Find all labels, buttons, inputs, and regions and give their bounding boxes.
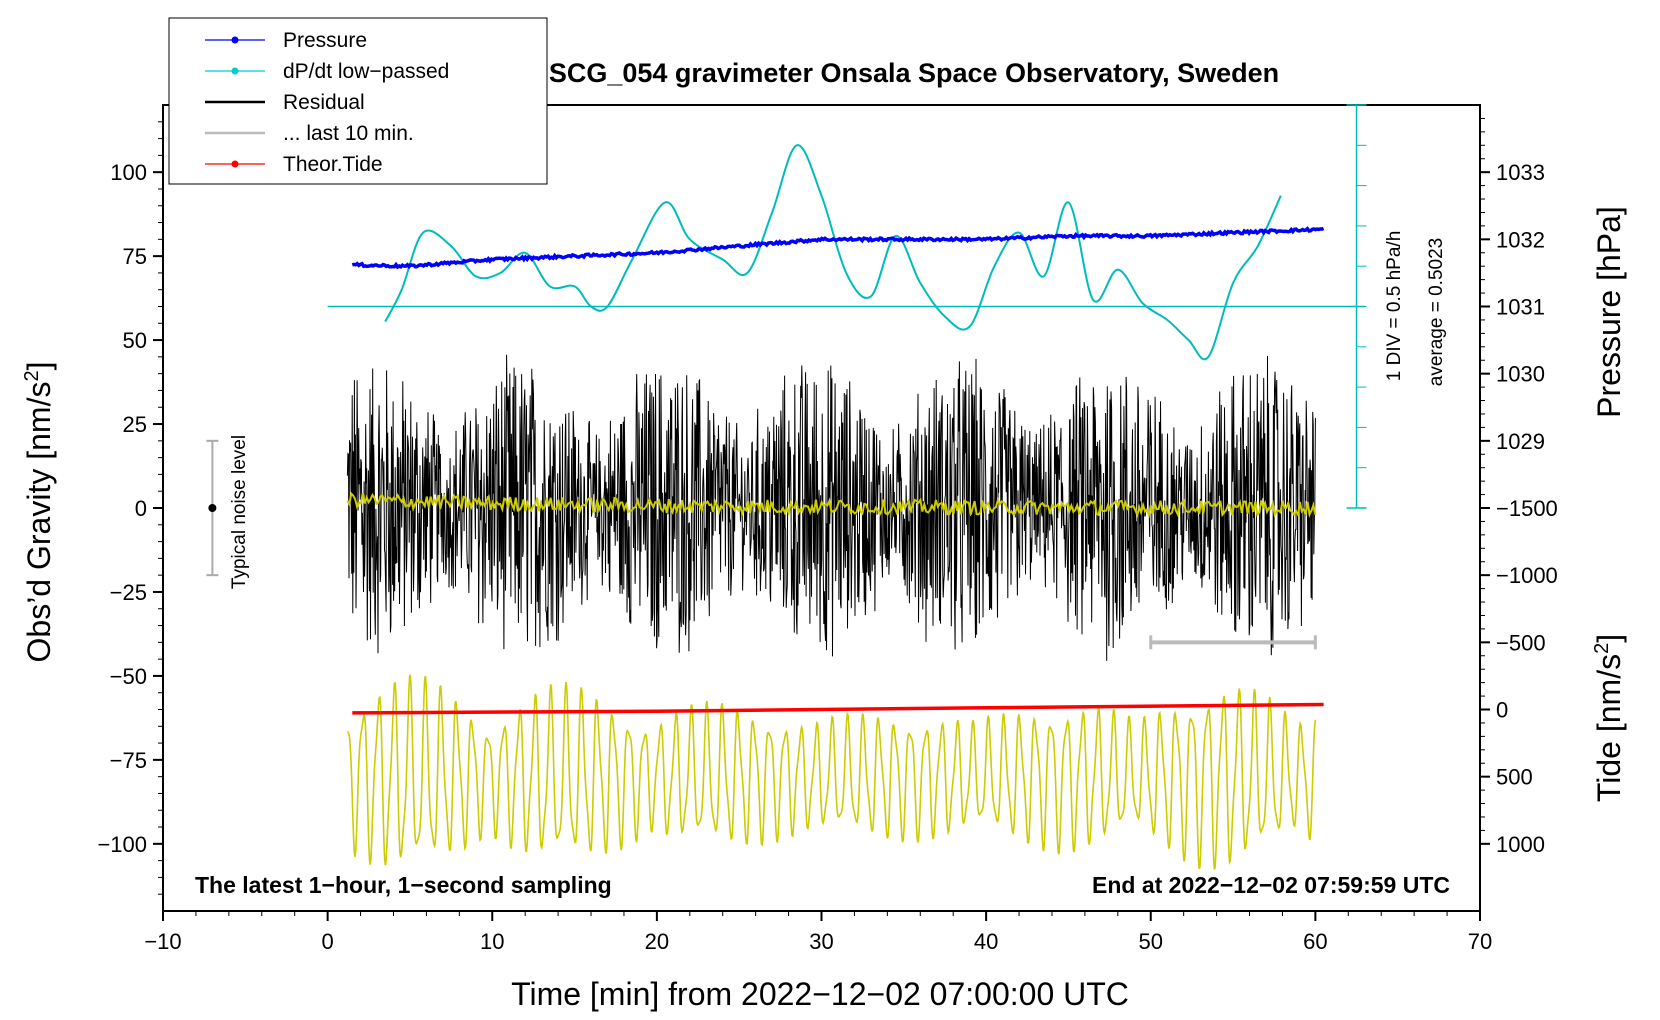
legend-marker xyxy=(231,160,239,168)
x-tick-label: 70 xyxy=(1468,929,1492,954)
theoretical-tide-line xyxy=(352,702,1324,715)
x-tick-label: 40 xyxy=(974,929,998,954)
pressure-line xyxy=(351,226,1325,270)
y-tick-label: 50 xyxy=(123,328,147,353)
y-tick-label: 100 xyxy=(110,160,147,185)
x-tick-label: 20 xyxy=(645,929,669,954)
y-tick-label: 25 xyxy=(123,412,147,437)
legend-marker xyxy=(231,36,239,44)
x-tick-label: 30 xyxy=(809,929,833,954)
legend-label: ... last 10 min. xyxy=(283,122,414,145)
pressure-tick-label: 1033 xyxy=(1496,160,1545,185)
x-axis-title: Time [min] from 2022−12−02 07:00:00 UTC xyxy=(511,976,1129,1012)
note-bottom-left: The latest 1−hour, 1−second sampling xyxy=(195,872,612,898)
x-tick-label: 50 xyxy=(1139,929,1163,954)
y-tick-label: 75 xyxy=(123,244,147,269)
tide-tick-label: 1000 xyxy=(1496,832,1545,857)
x-tick-label: 0 xyxy=(322,929,334,954)
tide-tick-label: 0 xyxy=(1496,698,1508,723)
y-tick-label: −75 xyxy=(110,748,147,773)
x-tick-label: −10 xyxy=(144,929,181,954)
y-axis-title-right-pressure: Pressure [hPa] xyxy=(1591,206,1627,418)
noise-bar-center xyxy=(208,504,217,512)
tide-tick-label: 500 xyxy=(1496,765,1533,790)
residual-smoothed-line xyxy=(346,491,1317,519)
y-tick-label: −100 xyxy=(97,832,147,857)
y-axis-title-right-tide: Tide [nm/s2] xyxy=(1591,634,1627,802)
legend: Pressure dP/dt low−passed Residual ... last… xyxy=(168,17,548,185)
legend-label: Theor.Tide xyxy=(283,153,383,176)
legend-label: dP/dt low−passed xyxy=(283,60,449,83)
pressure-tick-label: 1032 xyxy=(1496,227,1545,252)
x-tick-label: 10 xyxy=(480,929,504,954)
pressure-scale-label: 1 DIV = 0.5 hPa/h xyxy=(1384,231,1405,382)
dpdt-line xyxy=(384,144,1282,361)
y-axis-title-left: Obs’d Gravity [nm/s2] xyxy=(21,362,57,663)
ylabel-right-sup: 2 xyxy=(1591,643,1613,654)
pressure-tick-label: 1031 xyxy=(1496,295,1545,320)
last-10-min-line xyxy=(346,674,1317,870)
pressure-tick-label: 1029 xyxy=(1496,429,1545,454)
tide-tick-label: −1500 xyxy=(1496,496,1558,521)
note-bottom-right: End at 2022−12−02 07:59:59 UTC xyxy=(1092,872,1450,898)
y-tick-label: −25 xyxy=(110,580,147,605)
tide-tick-label: −1000 xyxy=(1496,563,1558,588)
tide-tick-label: −500 xyxy=(1496,630,1546,655)
pressure-tick-label: 1030 xyxy=(1496,362,1545,387)
ylabel-left-sup: 2 xyxy=(21,370,43,381)
residual-line xyxy=(346,354,1316,661)
y-tick-label: 0 xyxy=(135,496,147,521)
y-tick-label: −50 xyxy=(110,664,147,689)
noise-level-label: Typical noise level xyxy=(229,435,250,589)
series-layer xyxy=(327,144,1365,870)
annotation-layer xyxy=(206,104,1367,650)
axes-layer: −10 0 10 20 30 40 50 60 70−100−75−50−25025507510… xyxy=(97,117,1558,954)
pressure-average-label: average = 0.5023 xyxy=(1426,238,1447,386)
chart-title: SCG_054 gravimeter Onsala Space Observat… xyxy=(549,58,1279,88)
legend-label: Residual xyxy=(283,91,365,114)
x-tick-label: 60 xyxy=(1303,929,1327,954)
legend-marker xyxy=(231,67,239,75)
legend-label: Pressure xyxy=(283,29,367,52)
